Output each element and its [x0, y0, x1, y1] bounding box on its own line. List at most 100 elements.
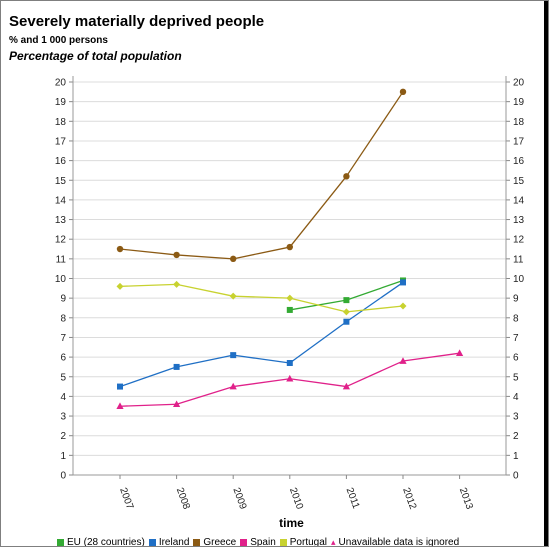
data-point-greece	[116, 245, 124, 253]
x-tick-label: 2012	[400, 486, 418, 511]
y-tick-label-right: 14	[513, 195, 525, 206]
y-tick-label-right: 10	[513, 274, 525, 285]
legend-label: Greece	[203, 537, 237, 547]
y-tick-label: 4	[60, 392, 66, 403]
y-tick-label: 5	[60, 372, 66, 383]
data-point-spain	[342, 382, 350, 390]
legend-label: Portugal	[289, 537, 328, 547]
data-point-ireland	[117, 383, 123, 390]
legend-swatch	[279, 539, 287, 546]
y-tick-label: 0	[60, 471, 66, 482]
y-tick-label: 11	[56, 254, 67, 265]
series-line-spain	[289, 378, 347, 388]
y-tick-label: 8	[60, 313, 66, 324]
y-tick-label: 17	[55, 136, 67, 147]
series-line-greece	[233, 246, 290, 260]
y-tick-label-right: 16	[513, 156, 525, 167]
y-tick-label: 16	[55, 156, 67, 167]
legend-swatch	[193, 539, 201, 546]
data-point-ireland	[173, 363, 180, 370]
y-tick-label-right: 7	[513, 333, 519, 344]
legend-label: Ireland	[158, 537, 190, 547]
series-line-spain	[402, 352, 460, 362]
y-tick-label-right: 15	[513, 176, 525, 187]
data-point-greece	[173, 251, 180, 259]
y-tick-label: 6	[60, 353, 66, 364]
series-line-spain	[119, 403, 177, 407]
y-tick-label: 7	[60, 333, 66, 344]
y-tick-label: 13	[55, 215, 67, 226]
chart-unit-label: Percentage of total population	[9, 49, 182, 63]
x-axis-title: time	[279, 516, 304, 530]
data-point-greece	[343, 173, 350, 180]
chart-title: Severely materially deprived people	[9, 13, 265, 30]
chart-subtitle: % and 1 000 persons	[9, 35, 108, 46]
y-tick-label: 20	[55, 78, 67, 89]
series-line-greece	[345, 91, 404, 177]
series-line-greece	[119, 248, 177, 256]
legend-item-eu-28-countries: EU (28 countries)	[57, 537, 145, 546]
data-point-ireland	[230, 352, 237, 359]
data-point-ireland	[343, 318, 350, 325]
y-tick-label-right: 4	[513, 392, 519, 403]
y-tick-label-right: 20	[513, 78, 525, 89]
legend-swatch	[148, 539, 156, 546]
y-tick-label-right: 2	[513, 431, 519, 442]
data-point-spain	[229, 382, 237, 390]
y-tick-label-right: 11	[513, 254, 524, 265]
y-tick-label: 12	[55, 235, 67, 246]
triangle-icon: ▴	[331, 537, 336, 547]
data-point-eu-28-countries	[286, 306, 293, 313]
data-point-portugal	[173, 280, 181, 288]
y-tick-label-right: 18	[513, 117, 525, 128]
y-tick-label-right: 17	[513, 136, 525, 147]
data-point-portugal	[399, 302, 407, 310]
data-point-spain	[116, 402, 124, 410]
y-tick-label: 2	[60, 431, 66, 442]
legend-swatch	[240, 539, 248, 546]
chart-legend: EU (28 countries) Ireland Greece Spain Portu…	[57, 537, 459, 547]
data-point-greece	[399, 88, 407, 96]
legend-label: Spain	[250, 537, 276, 547]
series-line-ireland	[289, 321, 347, 364]
y-tick-label-right: 8	[513, 313, 519, 324]
data-point-spain	[286, 374, 294, 382]
y-tick-label-right: 13	[513, 215, 525, 226]
x-tick-label: 2010	[287, 486, 305, 511]
y-tick-label: 18	[55, 117, 67, 128]
y-tick-label-right: 6	[513, 353, 519, 364]
legend-item-greece: Greece	[193, 537, 237, 547]
y-tick-label-right: 3	[513, 412, 519, 423]
data-point-eu-28-countries	[343, 297, 350, 304]
data-point-portugal	[286, 294, 294, 302]
x-tick-label: 2009	[230, 486, 248, 511]
y-tick-label: 10	[55, 274, 67, 285]
series-line-ireland	[176, 354, 234, 368]
data-point-portugal	[116, 282, 124, 290]
legend-swatch	[57, 539, 64, 546]
data-point-greece	[286, 243, 293, 251]
data-point-spain	[399, 357, 407, 364]
y-tick-label-right: 5	[513, 372, 519, 383]
y-tick-label: 15	[55, 176, 67, 187]
x-tick-label: 2008	[174, 486, 192, 511]
legend-item-portugal: Portugal	[279, 537, 328, 547]
series-line-eu-28-countries	[346, 279, 404, 301]
y-tick-label-right: 0	[513, 471, 519, 482]
y-tick-label: 19	[55, 97, 67, 108]
x-tick-label: 2007	[117, 486, 135, 511]
y-tick-label-right: 9	[513, 294, 519, 305]
y-tick-label-right: 1	[513, 451, 519, 462]
series-line-spain	[176, 385, 234, 405]
series-line-portugal	[119, 283, 177, 288]
x-tick-label: 2013	[457, 486, 475, 511]
data-point-spain	[173, 400, 181, 408]
series-line-portugal	[176, 283, 234, 297]
x-tick-label: 2011	[344, 486, 362, 510]
data-point-ireland	[286, 359, 293, 366]
series-line-spain	[346, 360, 404, 388]
data-point-greece	[230, 255, 237, 263]
legend-item-spain: Spain	[240, 537, 276, 547]
